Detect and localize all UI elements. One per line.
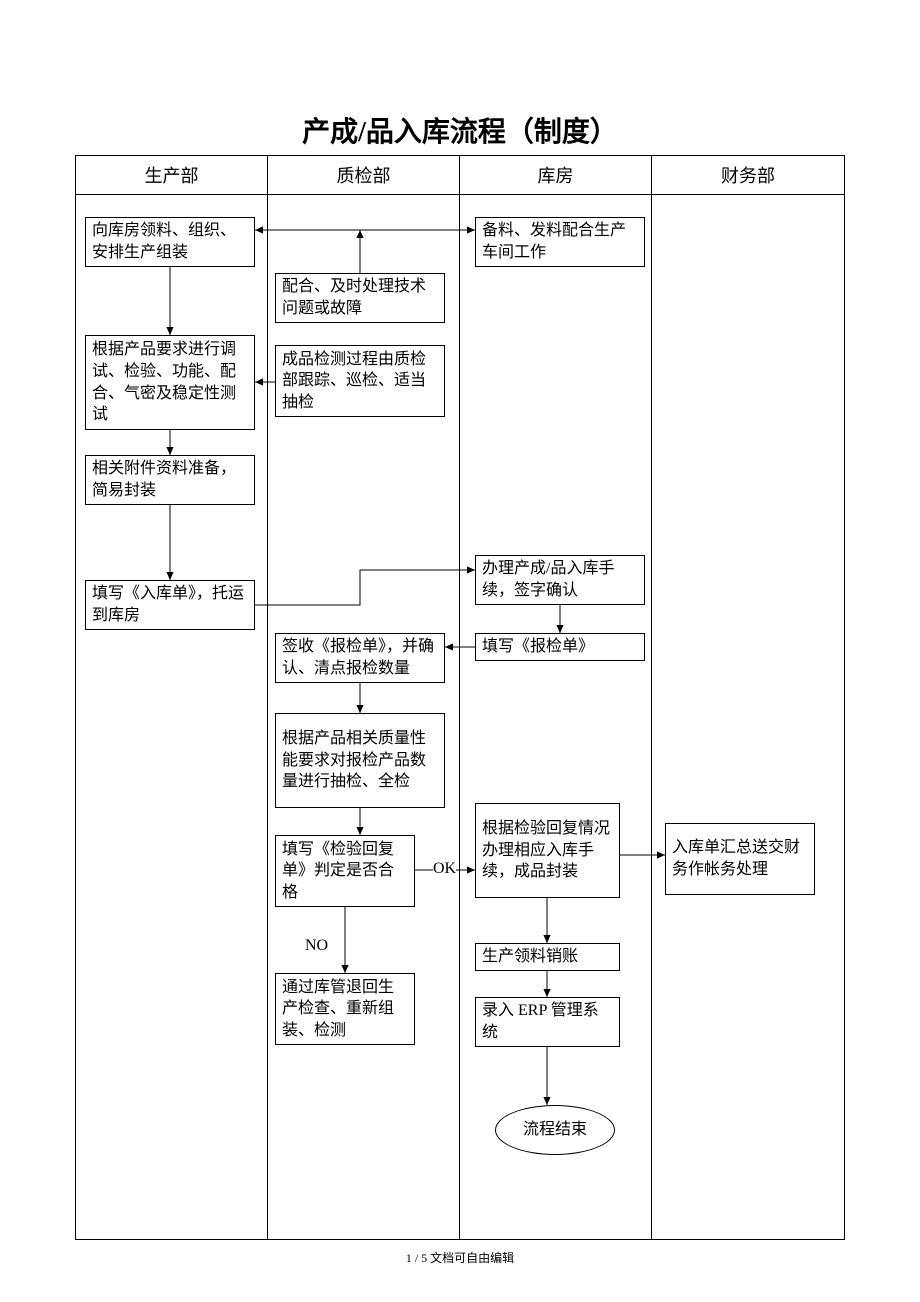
edge-6-arrow-end bbox=[467, 566, 475, 573]
edge-5-arrow-end bbox=[166, 572, 173, 580]
edge-16-arrow-end bbox=[543, 1097, 550, 1105]
edge-1-arrow-end bbox=[166, 327, 173, 335]
edge-6 bbox=[255, 570, 475, 605]
edge-15-arrow-end bbox=[543, 989, 550, 997]
edge-10-arrow-end bbox=[356, 827, 363, 835]
edge-0-arrow-end bbox=[467, 226, 475, 233]
edge-9-arrow-end bbox=[356, 705, 363, 713]
edge-0-arrow-start bbox=[255, 226, 263, 233]
edge-11-arrow-end bbox=[467, 866, 475, 873]
edge-2-arrow-end bbox=[356, 230, 363, 238]
edge-7-arrow-end bbox=[556, 625, 563, 633]
edge-13-arrow-end bbox=[657, 851, 665, 858]
flowchart: 生产部质检部库房财务部 向库房领料、组织、安排生产组装根据产品要求进行调试、检验… bbox=[75, 155, 845, 1240]
edge-12-label: NO bbox=[305, 937, 328, 955]
edge-4-arrow-end bbox=[166, 447, 173, 455]
edge-11-label: OK bbox=[433, 860, 456, 878]
page-title: 产成/品入库流程（制度） bbox=[0, 110, 920, 150]
page-footer: 1 / 5 文档可自由编辑 bbox=[0, 1249, 920, 1266]
edge-12-arrow-end bbox=[341, 965, 348, 973]
edge-14-arrow-end bbox=[543, 935, 550, 943]
edge-8-arrow-end bbox=[445, 643, 453, 650]
edge-3-arrow-end bbox=[255, 378, 263, 385]
